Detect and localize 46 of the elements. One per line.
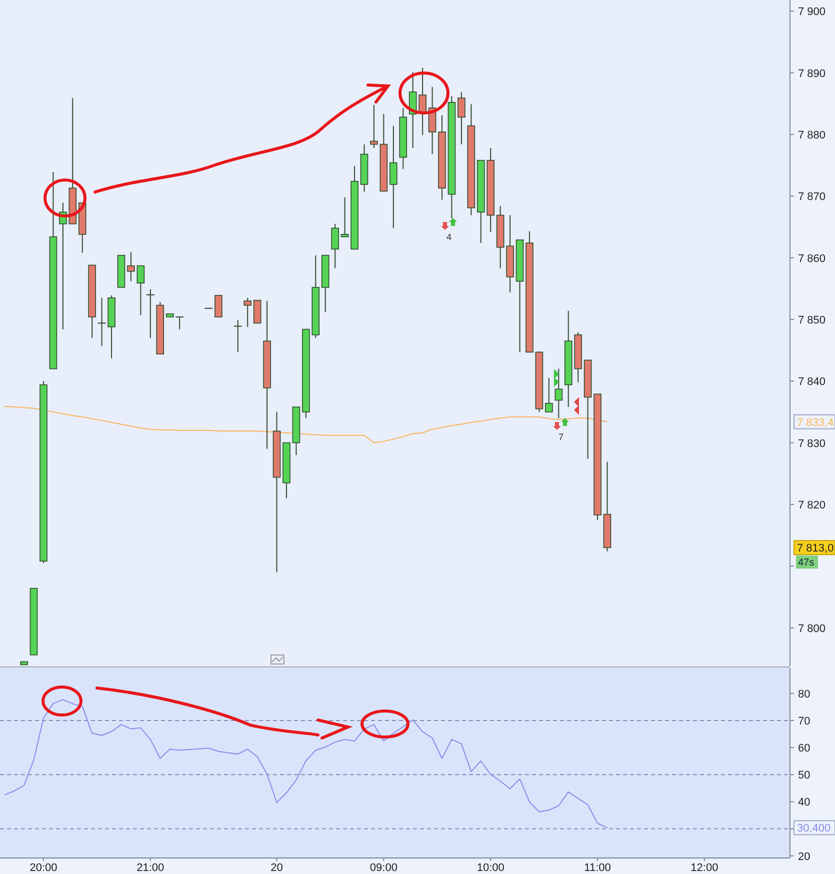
y-tick-label: 7 850 (798, 314, 826, 326)
y-tick-label: 7 840 (798, 376, 826, 388)
line-series (4, 406, 608, 444)
x-tick-label: 12:00 (690, 862, 718, 874)
x-tick-label: 20:00 (30, 862, 58, 874)
candlestick (390, 125, 398, 229)
candlestick (233, 320, 242, 353)
x-tick-label: 21:00 (136, 862, 164, 874)
candlestick (331, 223, 339, 269)
candlestick (340, 196, 349, 238)
text: 7 833,4 (797, 416, 834, 429)
y-tick-label: 7 860 (798, 252, 826, 265)
text: 47s (798, 558, 814, 569)
candlestick (458, 91, 466, 145)
y-tick-label: 7 820 (798, 499, 826, 512)
candlestick (127, 252, 135, 282)
y-tick-label: 50 (798, 770, 810, 782)
annotation: 4 (446, 232, 452, 242)
candlestick (136, 265, 145, 316)
x-tick-label: 10:00 (476, 862, 504, 874)
candlestick (370, 104, 378, 148)
candlestick (253, 300, 262, 324)
y-tick-label: 20 (798, 850, 810, 863)
y-tick-label: 80 (798, 688, 810, 700)
y-tick-label: 7 800 (798, 622, 826, 635)
candlestick (175, 316, 184, 330)
text: 7 813,0 (797, 542, 834, 555)
candlestick (418, 67, 426, 136)
y-tick-label: 40 (798, 796, 810, 809)
y-tick-label: 7 900 (798, 6, 826, 18)
y-tick-label: 7 870 (798, 191, 826, 204)
x-tick-label: 20 (270, 862, 283, 874)
y-tick-label: 70 (798, 716, 810, 728)
candlestick (214, 294, 222, 318)
x-tick-label: 11:00 (584, 862, 611, 874)
y-tick-label: 7 890 (798, 68, 826, 80)
y-tick-label: 7 830 (798, 438, 826, 450)
annotation: 7 (558, 432, 564, 442)
y-tick-label: 7 880 (798, 129, 826, 142)
x-tick-label: 09:00 (370, 862, 398, 874)
y-tick-label: 60 (798, 742, 810, 755)
candlestick (244, 297, 252, 328)
candlestick (146, 288, 155, 338)
candlestick (554, 368, 563, 419)
text: 30,400 (797, 822, 831, 835)
candlestick (545, 378, 553, 412)
